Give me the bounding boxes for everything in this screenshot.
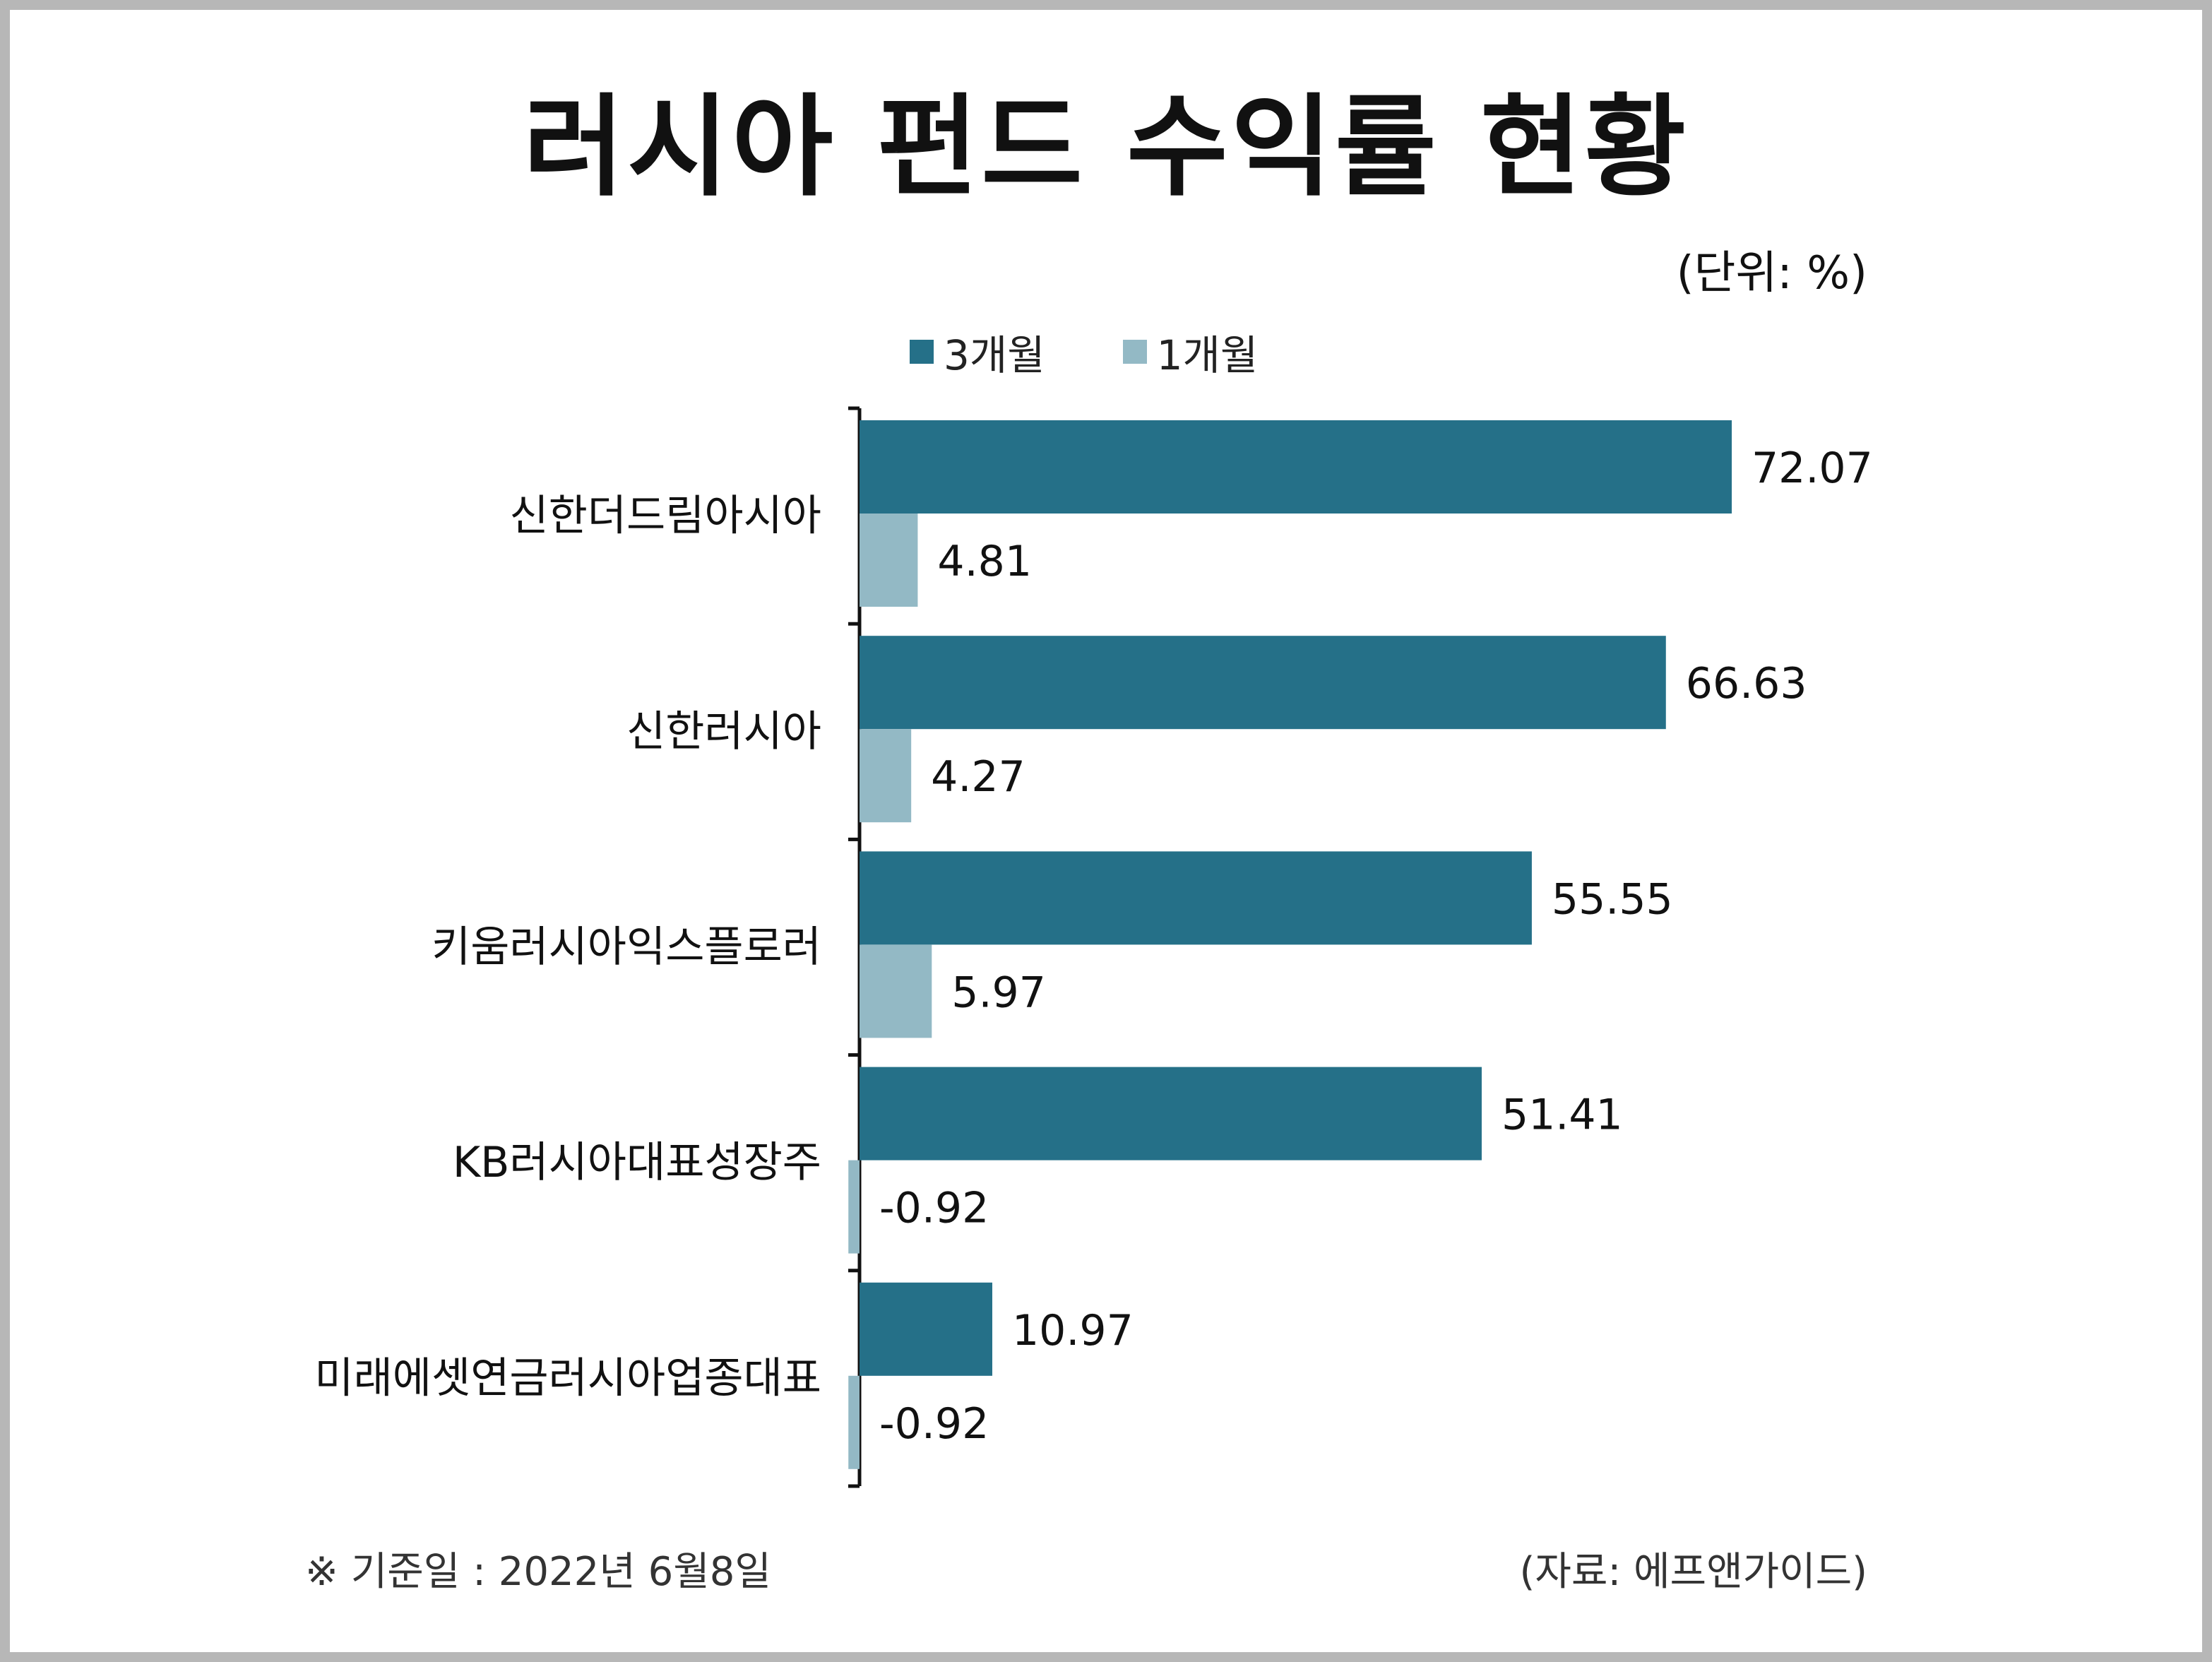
- chart-title: 러시아 펀드 수익률 현황: [523, 83, 1689, 211]
- legend-swatch-3m: [910, 340, 934, 364]
- unit-note: (단위: %): [1676, 247, 1867, 299]
- footnote: ※ 기준일 : 2022년 6월8일: [305, 1549, 771, 1595]
- value-label: 4.81: [937, 537, 1032, 586]
- source-note: (자료: 에프앤가이드): [1519, 1549, 1867, 1595]
- value-label: 5.97: [951, 968, 1046, 1017]
- category-label: 신한더드림아시아: [509, 492, 821, 541]
- value-label: 51.41: [1502, 1091, 1623, 1140]
- bar-3m: [860, 420, 1732, 514]
- value-label: 72.07: [1752, 444, 1873, 493]
- bar-1m: [860, 514, 918, 607]
- legend-label-1m: 1개월: [1156, 331, 1259, 379]
- bar-1m: [848, 1160, 860, 1254]
- legend-item-3m: 3개월: [910, 322, 1045, 381]
- bar-1m: [860, 944, 932, 1038]
- legend: 3개월 1개월: [910, 322, 1336, 381]
- category-label: 신한러시아: [626, 707, 821, 756]
- bar-3m: [860, 636, 1666, 730]
- category-label: 미래에셋연금러시아업종대표: [314, 1353, 821, 1403]
- value-label: 66.63: [1686, 659, 1807, 708]
- value-label: 55.55: [1552, 874, 1673, 924]
- legend-item-1m: 1개월: [1122, 322, 1259, 381]
- bar-3m: [860, 1282, 992, 1376]
- bar-1m: [860, 729, 912, 823]
- value-label: -0.92: [879, 1184, 989, 1233]
- category-label: 키움러시아익스플로러: [432, 922, 821, 972]
- category-label: KB러시아대표성장주: [453, 1138, 821, 1187]
- value-label: 10.97: [1012, 1306, 1134, 1355]
- bar-3m: [860, 851, 1532, 945]
- bar-3m: [860, 1067, 1482, 1161]
- bar-1m: [848, 1375, 860, 1469]
- value-label: -0.92: [879, 1399, 989, 1449]
- legend-swatch-1m: [1122, 340, 1147, 364]
- value-label: 4.27: [931, 752, 1025, 802]
- legend-label-3m: 3개월: [944, 331, 1045, 379]
